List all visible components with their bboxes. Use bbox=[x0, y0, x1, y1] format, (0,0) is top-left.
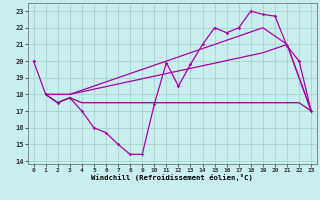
X-axis label: Windchill (Refroidissement éolien,°C): Windchill (Refroidissement éolien,°C) bbox=[92, 174, 253, 181]
